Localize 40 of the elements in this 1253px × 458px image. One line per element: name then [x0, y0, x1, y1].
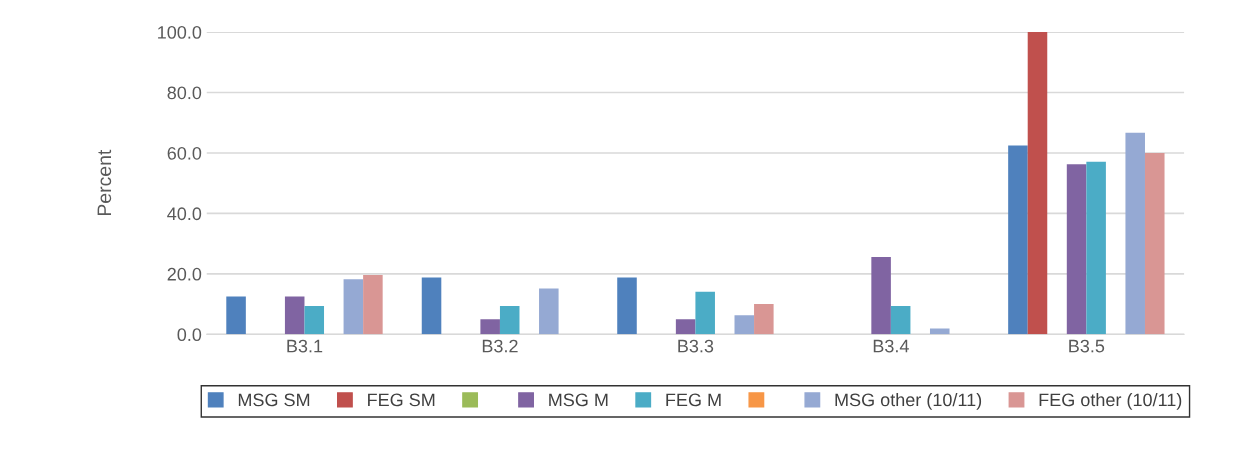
legend-label: FEG other (10/11) — [1039, 393, 1182, 410]
legend-label: FEG SM — [368, 393, 435, 407]
bar — [871, 256, 891, 335]
y-tick-label: 0.0 — [177, 328, 202, 342]
y-tick-label: 40.0 — [167, 207, 202, 221]
y-tick-label: 20.0 — [167, 267, 202, 281]
bar — [284, 296, 305, 335]
bar — [1086, 161, 1106, 335]
bar — [1008, 145, 1028, 335]
x-tick-label: B3.3 — [678, 339, 714, 353]
bar — [1144, 152, 1165, 335]
bar — [539, 288, 559, 335]
y-tick-label: 100.0 — [158, 25, 202, 39]
bar — [421, 277, 442, 335]
bar — [617, 277, 637, 335]
bar — [480, 319, 500, 335]
x-tick-label: B3.1 — [287, 339, 323, 353]
bar — [363, 275, 383, 335]
y-tick-label: 80.0 — [167, 86, 202, 100]
bar — [675, 319, 696, 335]
bar — [695, 291, 715, 335]
y-axis-title: Percent — [97, 149, 112, 216]
bar — [734, 315, 755, 335]
x-tick-label: B3.4 — [873, 339, 909, 353]
x-tick-label: B3.5 — [1069, 339, 1105, 353]
x-tick-label: B3.2 — [482, 339, 518, 353]
y-tick-label: 60.0 — [167, 146, 202, 160]
legend-label: FEG M — [666, 393, 721, 407]
bar — [499, 305, 520, 335]
bar — [1125, 132, 1145, 335]
bar — [754, 304, 774, 335]
bar — [343, 279, 364, 335]
bar — [226, 296, 246, 335]
legend-label: MSG other (10/11) — [835, 393, 982, 410]
bar — [1027, 32, 1048, 335]
bar — [890, 305, 911, 335]
bar — [1066, 164, 1087, 335]
bar — [304, 305, 325, 335]
legend-label: MSG SM — [238, 393, 310, 407]
legend-label: MSG M — [549, 393, 608, 407]
